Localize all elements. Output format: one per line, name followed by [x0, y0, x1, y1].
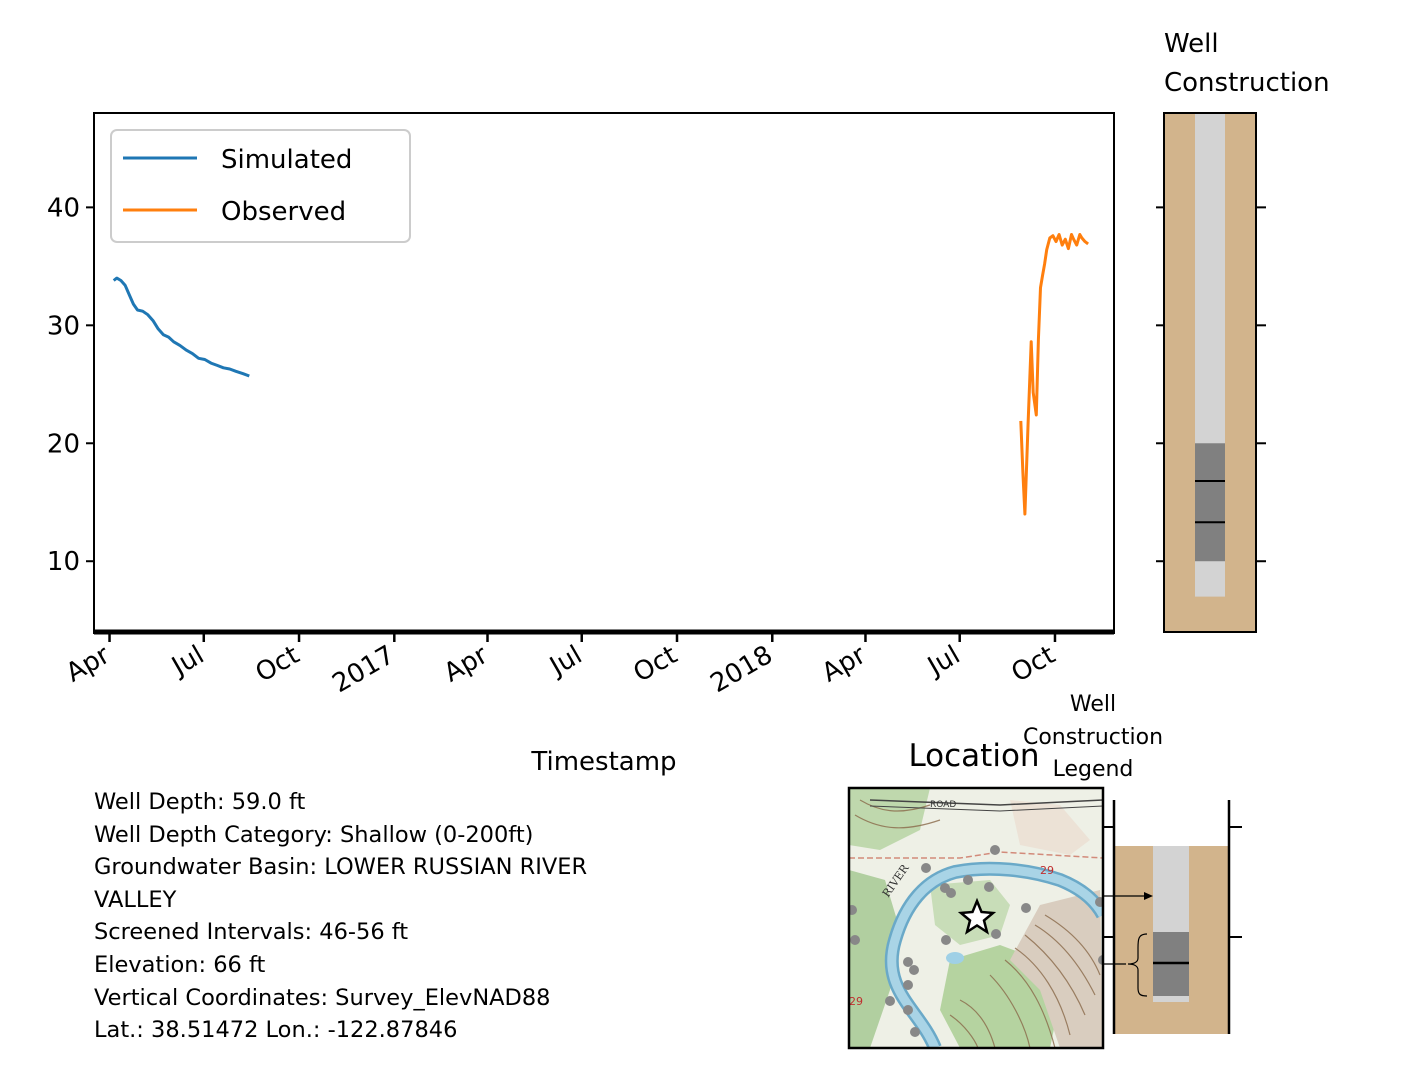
x-axis-label: Timestamp	[530, 747, 676, 777]
arrow-right-icon	[1144, 892, 1153, 900]
x-tick-label: 2017	[327, 640, 399, 699]
x-axis-ticks: Apr Jul Oct 2017 Apr Jul Oct 2018 Apr Jul Oct	[61, 632, 1060, 699]
series-line-observed	[1019, 233, 1089, 516]
main-chart: 10 20 30 40 Apr Jul Oct 2017 Apr Jul Oct 2018 Apr Ju…	[47, 112, 1115, 777]
x-tick-label: Jul	[921, 640, 965, 683]
legend-screen	[1153, 932, 1189, 998]
info-well-depth: Well Depth: 59.0 ft	[94, 789, 306, 815]
legend-title-line2: Construction	[1023, 725, 1163, 750]
y-axis-ticks: 10 20 30 40	[47, 193, 94, 577]
map-frame	[847, 786, 1105, 1050]
legend-title-line1: Well	[1070, 692, 1116, 717]
legend-screen-brace	[1127, 933, 1148, 997]
map-section-label: 29	[1040, 864, 1054, 877]
x-tick-label: Apr	[61, 640, 115, 689]
legend-label-simulated: Simulated	[221, 145, 352, 175]
well-construction-panel: Well Construction	[1156, 29, 1330, 633]
legend-casing-bottom	[1153, 996, 1189, 1002]
screen-interval	[1195, 443, 1225, 562]
info-lat-lon: Lat.: 38.51472 Lon.: -122.87846	[94, 1017, 458, 1044]
x-tick-label: 2018	[705, 640, 777, 699]
x-tick-label: Apr	[817, 640, 871, 689]
y-tick-label: 10	[47, 547, 80, 577]
info-screened-intervals: Screened Intervals: 46-56 ft	[94, 919, 409, 946]
x-tick-label: Jul	[543, 640, 587, 683]
map-edge-label: 29	[849, 995, 863, 1008]
legend-label-observed: Observed	[221, 197, 346, 227]
well-panel-frame	[1163, 112, 1257, 633]
y-tick-label: 20	[47, 429, 80, 459]
series-layer	[112, 233, 1089, 516]
x-tick-label: Oct	[629, 640, 683, 688]
well-construction-title-line1: Well	[1164, 29, 1219, 59]
x-tick-label: Oct	[1007, 640, 1061, 688]
well-info-block: Well Depth: 59.0 ft Well Depth Category:…	[94, 786, 587, 1047]
info-basin: Groundwater Basin: LOWER RUSSIAN RIVER	[94, 854, 588, 881]
well-construction-legend: Well Construction Legend	[1023, 692, 1242, 1034]
series-line-simulated	[112, 276, 250, 378]
y-tick-label: 40	[47, 193, 80, 223]
info-depth-category: Well Depth Category: Shallow (0-200ft)	[94, 821, 534, 848]
x-tick-label: Oct	[251, 640, 305, 688]
well-construction-title-line2: Construction	[1164, 68, 1330, 98]
well-panel-ticks	[1156, 206, 1266, 563]
location-map: Location	[847, 738, 1105, 1050]
topo-map-image: ROAD RIVER 29 29	[849, 788, 1103, 1048]
info-elevation: Elevation: 66 ft	[94, 951, 266, 978]
y-tick-label: 30	[47, 311, 80, 341]
location-title: Location	[908, 738, 1039, 774]
legend-casing	[1153, 846, 1189, 932]
well-location-star-icon	[957, 897, 997, 935]
x-tick-label: Apr	[439, 640, 493, 689]
map-road-label: ROAD	[930, 800, 956, 810]
info-basin-cont: VALLEY	[94, 886, 177, 913]
legend: Simulated Observed	[110, 129, 411, 243]
info-vertical-coordinates: Vertical Coordinates: Survey_ElevNAD88	[94, 984, 551, 1011]
x-tick-label: Jul	[165, 640, 209, 683]
legend-title-line3: Legend	[1053, 757, 1134, 782]
